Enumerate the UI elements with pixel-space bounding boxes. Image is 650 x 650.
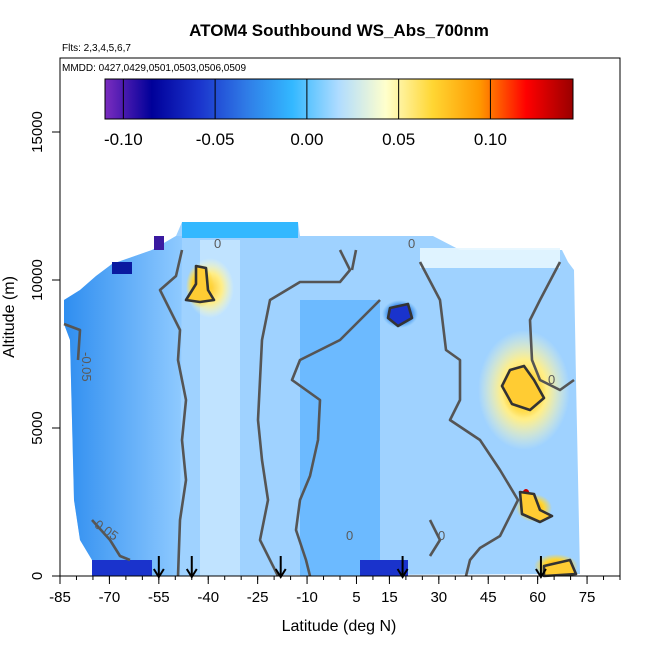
flight-marker-arrow [274, 556, 287, 579]
contour-label: 0 [548, 372, 555, 387]
x-tick-label: 60 [529, 589, 546, 606]
colorbar-tick-label: 0.00 [290, 130, 323, 149]
contour-label: 0 [438, 528, 445, 543]
bottom-dark-blue [92, 560, 152, 576]
zero-contour-west [158, 249, 188, 577]
y-tick-label: 5000 [29, 411, 46, 444]
flight-marker-arrow [152, 556, 165, 579]
y-tick-label: 10000 [29, 259, 46, 301]
contour-south-edge [63, 322, 82, 361]
yellow-contour-3 [518, 490, 554, 524]
colorbar-tick-label: -0.10 [104, 130, 143, 149]
x-tick-label: -70 [99, 589, 121, 606]
x-axis-label: Latitude (deg N) [282, 618, 397, 635]
x-tick-label: -85 [49, 589, 71, 606]
contour-small-2 [350, 249, 358, 271]
central-blue-band [300, 300, 380, 576]
colorbar-tick-label: 0.05 [382, 130, 415, 149]
colorbar-ticks: -0.10 -0.05 0.00 0.05 0.10 [104, 79, 507, 149]
colorbar-body [104, 78, 574, 120]
southern-dark-edge [112, 262, 132, 274]
x-tick-label: 5 [352, 589, 360, 606]
x-tick-label: 45 [480, 589, 497, 606]
x-tick-label: -55 [148, 589, 170, 606]
contour-small-1 [428, 519, 442, 557]
y-axis: 0 5000 10000 15000 [29, 111, 60, 580]
y-tick-label: 15000 [29, 111, 46, 153]
x-tick-label: -10 [296, 589, 318, 606]
x-tick-label: -25 [247, 589, 269, 606]
western-blue-band [64, 236, 182, 576]
y-axis-label: Altitude (m) [1, 276, 18, 358]
zero-contour-mid [290, 299, 381, 577]
mid-pale-strip [420, 248, 560, 268]
contour-label: -0.05 [79, 352, 94, 382]
bottom-dark-blue-2 [360, 560, 408, 576]
colorbar-tick-label: 0.10 [474, 130, 507, 149]
contour-label: 0 [346, 528, 353, 543]
flight-markers [152, 556, 547, 579]
x-tick-label: -40 [197, 589, 219, 606]
flight-marker-arrow [535, 556, 547, 579]
yellow-contour-1 [184, 264, 216, 304]
contour-label: 0 [214, 236, 221, 251]
yellow-contour-2 [500, 364, 546, 412]
x-tick-label: 15 [381, 589, 398, 606]
contour-lines [63, 249, 578, 578]
colorbar-tick-label: -0.05 [196, 130, 235, 149]
flight-marker-arrow [185, 556, 198, 579]
flights-label: Flts: 2,3,4,5,6,7 [62, 43, 131, 54]
contour-bottom-west [91, 519, 131, 562]
chart-title: ATOM4 Southbound WS_Abs_700nm [189, 21, 489, 40]
zero-contour-north [528, 261, 575, 392]
y-tick-label: 0 [29, 572, 46, 580]
flight-marker-arrow [396, 556, 409, 579]
x-tick-label: 30 [430, 589, 447, 606]
upper-cyan-strip [182, 222, 298, 238]
contour-label: 0 [408, 236, 415, 251]
zero-contour-east [418, 261, 520, 577]
heatmap-field [64, 222, 580, 576]
x-axis: -85 -70 -55 -40 -25 -10 5 15 30 45 60 75 [49, 576, 621, 606]
zero-contour-central [256, 249, 352, 577]
colorbar: -0.10 -0.05 0.00 0.05 0.10 [104, 78, 574, 149]
blue-contour [386, 302, 414, 328]
x-tick-label: 75 [579, 589, 596, 606]
southern-dark-edge-2 [154, 236, 164, 250]
dates-label: MMDD: 0427,0429,0501,0503,0506,0509 [62, 63, 246, 74]
